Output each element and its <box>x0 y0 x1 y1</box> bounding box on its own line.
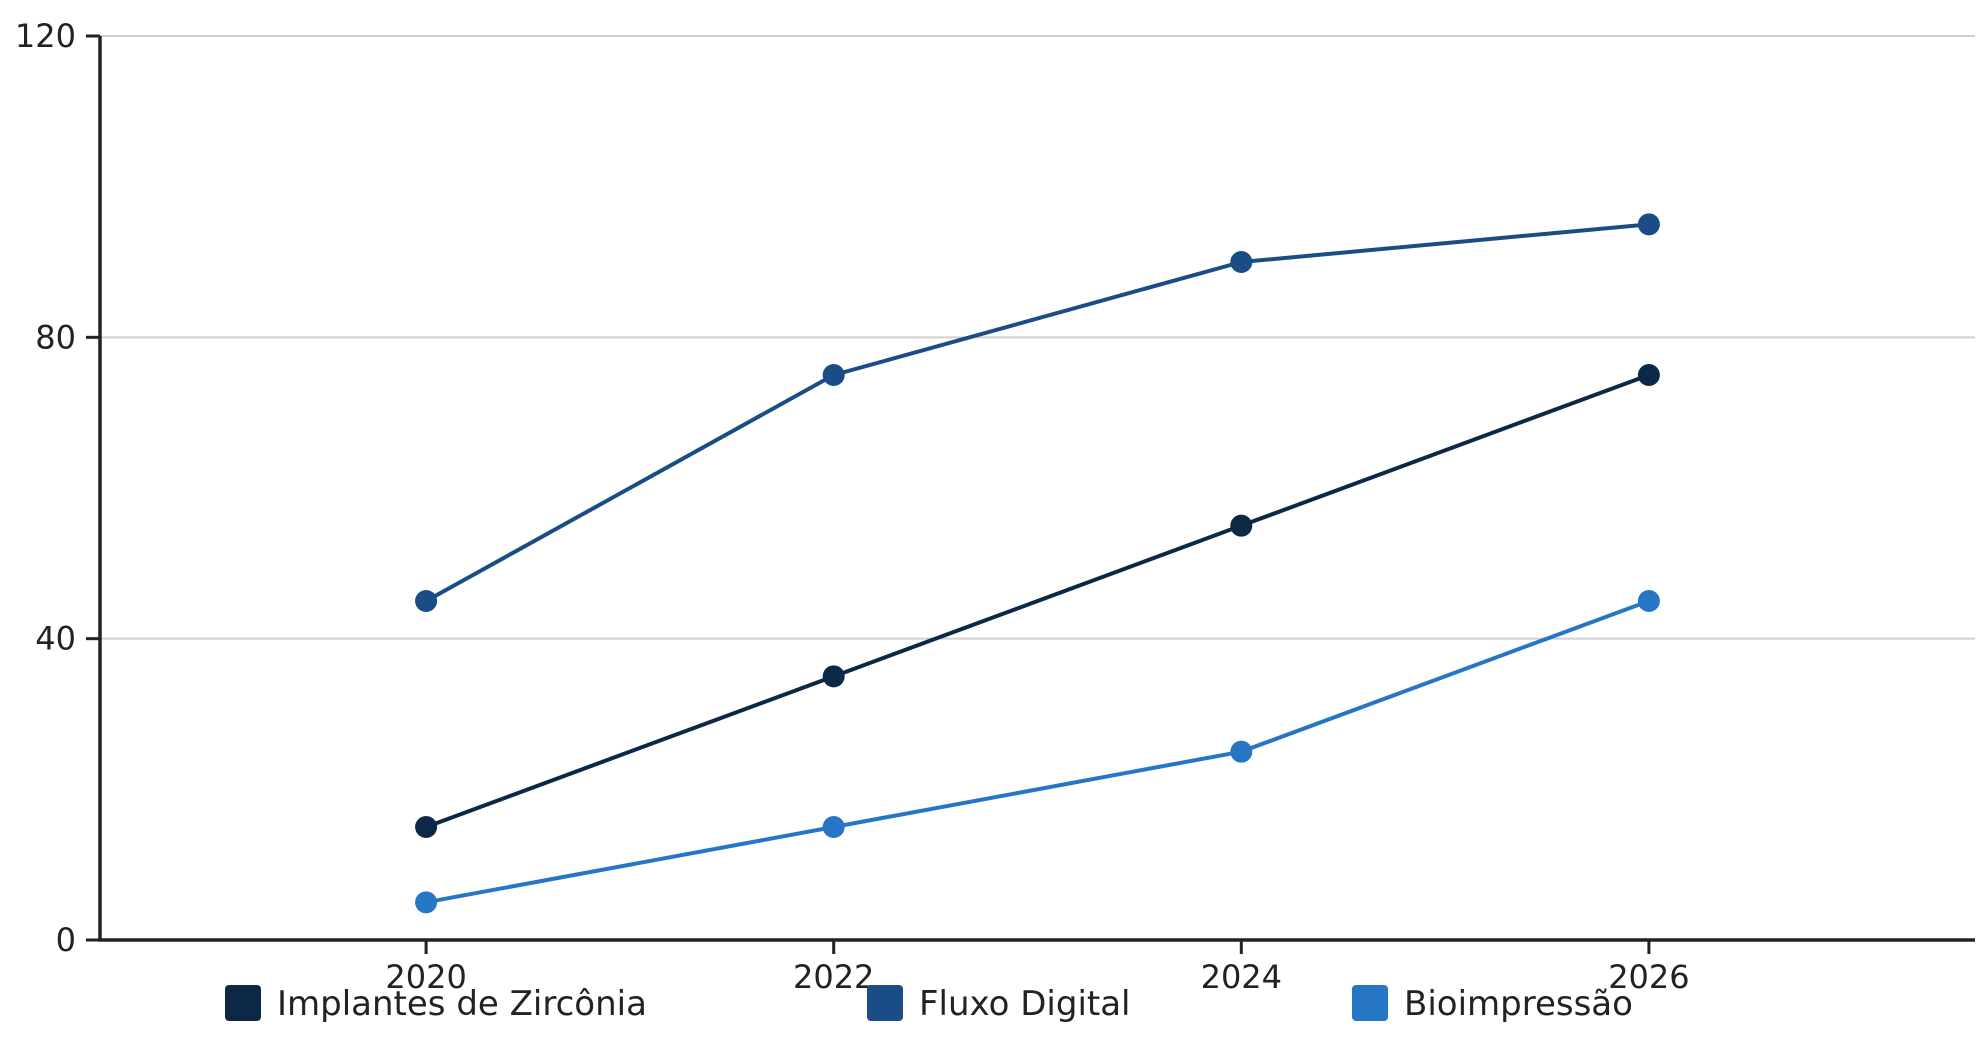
legend-item[interactable]: Fluxo Digital <box>867 984 1131 1024</box>
y-tick-label: 0 <box>56 921 76 959</box>
data-point[interactable] <box>415 590 438 612</box>
y-axis-ticks: 0 40 80 120 <box>15 17 100 959</box>
series-group <box>415 364 1660 838</box>
data-point[interactable] <box>415 816 438 838</box>
legend: Implantes de Zircônia Fluxo Digital Bioi… <box>225 984 1633 1024</box>
x-axis-ticks: 2020 2022 2024 2026 <box>385 940 1690 996</box>
y-tick-label: 120 <box>15 17 76 55</box>
x-tick: 2024 <box>1201 940 1282 996</box>
data-point[interactable] <box>1637 213 1660 236</box>
legend-swatch <box>225 985 261 1021</box>
legend-swatch <box>1352 985 1388 1021</box>
x-tick-label: 2026 <box>1608 958 1689 996</box>
series-group <box>415 590 1660 914</box>
data-point[interactable] <box>822 364 845 386</box>
legend-swatch <box>867 985 903 1021</box>
axes <box>98 36 1975 942</box>
grid-lines <box>100 35 1975 640</box>
legend-item[interactable]: Implantes de Zircônia <box>225 984 647 1024</box>
x-tick: 2020 <box>385 940 467 996</box>
y-tick: 40 <box>35 620 100 658</box>
x-tick-label: 2020 <box>385 958 466 996</box>
y-tick: 80 <box>35 318 100 356</box>
series-line <box>425 222 1650 603</box>
legend-item[interactable]: Bioimpressão <box>1352 984 1633 1024</box>
data-point[interactable] <box>1230 514 1253 537</box>
x-tick-label: 2022 <box>793 958 874 996</box>
legend-label: Bioimpressão <box>1404 984 1633 1024</box>
data-point[interactable] <box>822 665 845 688</box>
legend-label: Implantes de Zircônia <box>277 984 647 1024</box>
x-tick: 2022 <box>793 940 874 996</box>
y-tick-label: 40 <box>35 620 76 658</box>
y-tick: 120 <box>15 17 100 55</box>
data-point[interactable] <box>1230 251 1253 273</box>
data-point[interactable] <box>1637 590 1660 612</box>
series-line <box>425 599 1650 905</box>
data-point[interactable] <box>1230 740 1253 763</box>
data-point[interactable] <box>1637 364 1660 386</box>
series-line <box>425 373 1650 829</box>
y-tick-label: 80 <box>35 318 76 356</box>
data-point[interactable] <box>822 816 845 838</box>
data-point[interactable] <box>415 891 438 914</box>
y-tick: 0 <box>56 921 100 959</box>
series <box>415 213 1660 914</box>
series-group <box>415 213 1660 612</box>
x-tick: 2026 <box>1608 940 1690 996</box>
x-tick-label: 2024 <box>1201 958 1282 996</box>
legend-label: Fluxo Digital <box>919 984 1131 1024</box>
